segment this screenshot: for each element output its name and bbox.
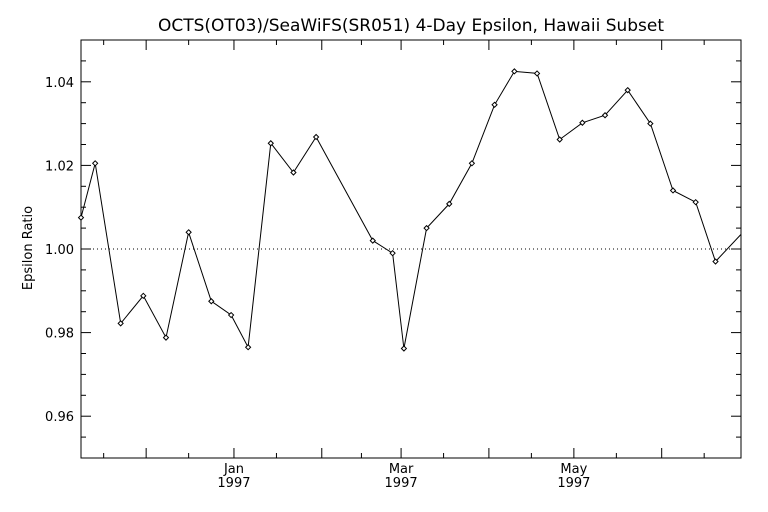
data-point-marker (77, 214, 85, 221)
x-tick-year-label: 1997 (385, 476, 418, 491)
data-point-marker (389, 249, 396, 257)
data-point-marker (647, 120, 654, 127)
data-point-marker (712, 258, 719, 265)
data-point-marker (669, 187, 677, 194)
data-point-marker (601, 112, 609, 119)
y-tick-label: 0.96 (45, 410, 74, 425)
series-line (80, 70, 742, 349)
x-tick-month-label: Jan (223, 462, 244, 477)
y-tick-label: 0.98 (45, 327, 74, 342)
x-tick-year-label: 1997 (557, 476, 590, 491)
data-point-marker (267, 140, 274, 147)
data-point-marker (446, 200, 453, 208)
y-axis-label: Epsilon Ratio (21, 206, 36, 290)
data-point-marker (579, 119, 586, 126)
tick-labels: 0.960.981.001.021.04Jan1997Mar1997May199… (45, 76, 590, 491)
data-point-marker (244, 344, 252, 351)
data-point-marker (491, 101, 498, 108)
data-point-marker (624, 86, 631, 94)
chart-title: OCTS(OT03)/SeaWiFS(SR051) 4-Day Epsilon,… (158, 16, 664, 36)
data-point-marker (162, 334, 170, 341)
data-point-marker (91, 160, 99, 167)
y-tick-label: 1.02 (45, 159, 74, 174)
data-point-marker (185, 229, 192, 236)
x-tick-month-label: Mar (389, 462, 414, 477)
series-group (77, 68, 742, 352)
x-tick-month-label: May (560, 462, 587, 477)
data-point-marker (423, 224, 430, 232)
data-point-marker (692, 198, 699, 206)
data-point-marker (556, 136, 563, 143)
x-tick-year-label: 1997 (217, 476, 250, 491)
data-point-marker (511, 68, 518, 75)
y-tick-label: 1.00 (45, 243, 74, 258)
data-point-marker (369, 237, 376, 244)
data-point-marker (468, 160, 476, 167)
data-point-marker (117, 320, 124, 327)
axis-ticks (81, 40, 741, 458)
data-point-marker (533, 70, 541, 77)
data-point-marker (312, 133, 320, 141)
data-point-marker (208, 298, 215, 305)
data-point-marker (290, 169, 297, 176)
data-point-marker (227, 311, 235, 319)
data-point-marker (140, 292, 147, 300)
plot-frame (80, 39, 742, 459)
data-point-marker (400, 345, 408, 352)
y-tick-label: 1.04 (45, 76, 74, 91)
